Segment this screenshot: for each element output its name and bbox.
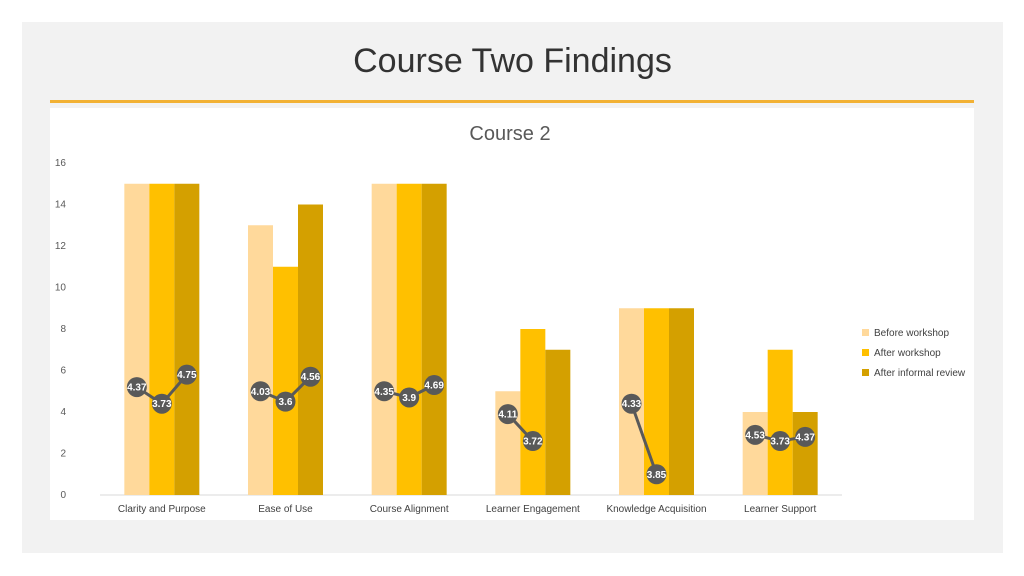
chart-title: Course 2: [469, 123, 550, 145]
line-point: [522, 431, 543, 452]
data-label: 3.72: [523, 437, 543, 448]
legend-swatch: [862, 329, 869, 336]
data-label: 4.37: [795, 432, 815, 443]
data-label: 4.37: [127, 383, 147, 394]
slide-title: Course Two Findings: [353, 42, 672, 80]
data-label: 4.75: [177, 370, 197, 381]
bar: [545, 349, 571, 495]
line-point: [399, 387, 420, 408]
legend-swatch: [862, 349, 869, 356]
x-tick-label: Course Alignment: [370, 504, 449, 515]
bar: [767, 349, 793, 495]
x-tick-label: Learner Support: [744, 504, 816, 515]
y-tick-label: 16: [55, 158, 67, 169]
bar: [669, 308, 694, 495]
bar-chart: Course 2 0 2 4 6 8 10 12 14 16 Clarity and Purpo…: [55, 123, 966, 515]
bar: [421, 183, 447, 495]
data-label: 3.73: [152, 399, 172, 410]
series-line: [630, 403, 658, 475]
line-point: [497, 404, 518, 425]
y-tick-label: 8: [60, 324, 66, 335]
x-tick-label: Knowledge Acquisition: [606, 504, 706, 515]
y-tick-label: 0: [60, 490, 66, 501]
x-tick-label: Learner Engagement: [486, 504, 580, 515]
bar: [792, 412, 818, 495]
bar: [174, 183, 200, 495]
bar: [396, 183, 422, 495]
data-label: 4.69: [424, 381, 444, 392]
data-label: 3.9: [402, 393, 416, 404]
x-tick-label: Clarity and Purpose: [118, 504, 206, 515]
bar: [273, 266, 298, 495]
y-tick-label: 12: [55, 241, 67, 252]
data-label: 3.85: [647, 470, 667, 481]
title-divider: [50, 100, 974, 103]
legend-label: After workshop: [874, 348, 941, 359]
data-label: 4.11: [498, 410, 517, 421]
bar: [644, 308, 669, 495]
line-point: [646, 464, 667, 485]
y-tick-label: 4: [60, 407, 66, 418]
bar: [149, 183, 175, 495]
bar: [371, 183, 397, 495]
line-point: [621, 393, 642, 414]
data-label: 3.73: [770, 437, 790, 448]
legend-label: After informal review: [874, 368, 966, 379]
line-point: [374, 381, 395, 402]
line-point: [176, 364, 197, 385]
x-axis-categories: Clarity and Purpose Ease of Use Course Ali…: [118, 504, 817, 515]
data-label: 4.03: [251, 387, 271, 398]
bar: [124, 183, 150, 495]
y-axis: 0 2 4 6 8 10 12 14 16: [55, 158, 67, 501]
bar: [248, 225, 273, 495]
line-point: [250, 381, 271, 402]
data-label: 4.35: [374, 387, 394, 398]
line-point: [770, 431, 791, 452]
line-point: [126, 377, 147, 398]
bars: [124, 183, 818, 495]
legend: Before workshop After workshop After infor…: [862, 328, 966, 379]
data-label: 4.56: [301, 372, 321, 383]
x-tick-label: Ease of Use: [258, 504, 313, 515]
line-overlay: 4.37 3.73 4.75 4.03 3.6 4.56 4.35 3.9 4.69 4.11 3.…: [126, 364, 816, 485]
data-label: 4.53: [745, 430, 765, 441]
line-point: [424, 375, 445, 396]
bar: [298, 204, 323, 495]
y-tick-label: 2: [60, 449, 66, 460]
data-label: 3.6: [279, 397, 293, 408]
y-tick-label: 10: [55, 283, 67, 294]
bar: [742, 412, 768, 495]
y-tick-label: 6: [60, 366, 66, 377]
legend-label: Before workshop: [874, 328, 949, 339]
line-point: [151, 393, 172, 414]
line-point: [275, 391, 296, 412]
line-point: [745, 424, 766, 445]
data-label: 4.33: [622, 399, 642, 410]
line-point: [300, 366, 321, 387]
legend-swatch: [862, 369, 869, 376]
y-tick-label: 14: [55, 200, 67, 211]
chart-panel: Course 2 0 2 4 6 8 10 12 14 16 Clarity and Purpo…: [50, 108, 974, 520]
bar: [520, 329, 546, 495]
slide: Course Two Findings Course 2 0 2 4 6 8 10 12 14…: [22, 22, 1003, 553]
line-point: [795, 426, 816, 447]
